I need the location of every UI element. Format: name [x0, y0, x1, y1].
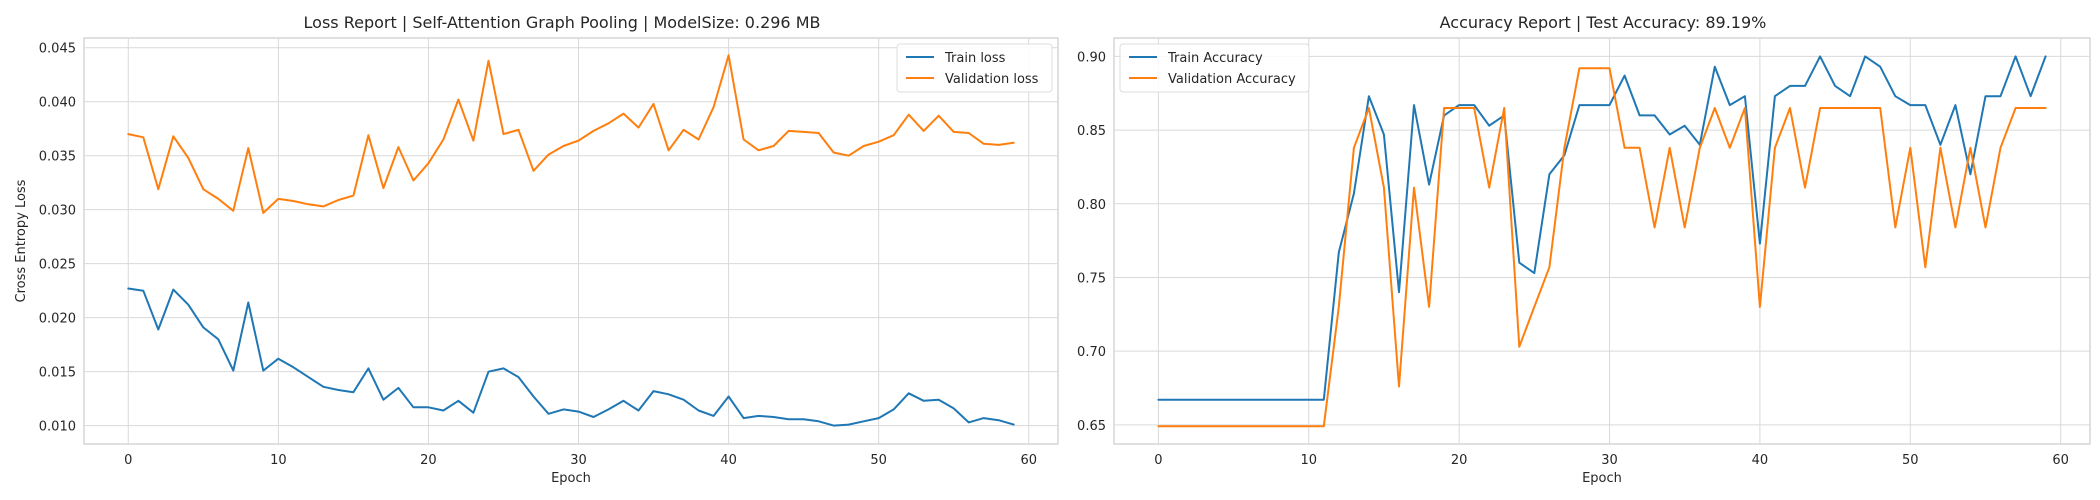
validation-accuracy-line [1157, 67, 2047, 428]
accuracy-x-tick-label: 0 [1154, 453, 1162, 468]
accuracy-y-tick-label: 0.80 [1077, 198, 1106, 213]
loss-y-tick-label: 0.040 [39, 96, 76, 111]
accuracy-legend: Train Accuracy Validation Accuracy [1119, 43, 1310, 93]
accuracy-y-tick-label: 0.85 [1077, 124, 1106, 139]
loss-y-tick-label: 0.010 [39, 420, 76, 435]
loss-x-tick-label: 20 [420, 453, 437, 468]
loss-plot-area [83, 37, 1059, 445]
legend-label-train-accuracy: Train Accuracy [1167, 51, 1263, 66]
accuracy-chart-title: Accuracy Report | Test Accuracy: 89.19% [1440, 13, 1767, 32]
loss-y-tick-label: 0.030 [39, 204, 76, 219]
legend-label-validation-loss: Validation loss [945, 72, 1039, 87]
loss-y-tick-label: 0.020 [39, 312, 76, 327]
validation-loss-line [127, 54, 1015, 214]
loss-x-axis-label: Epoch [551, 471, 591, 486]
accuracy-y-tick-label: 0.65 [1077, 419, 1106, 434]
accuracy-series-group [1157, 55, 2047, 428]
loss-x-tick-label: 50 [870, 453, 887, 468]
accuracy-gridlines [1114, 38, 2090, 444]
accuracy-chart-panel: Accuracy Report | Test Accuracy: 89.19% … [1077, 13, 2091, 486]
loss-legend-box [896, 43, 1053, 93]
loss-x-tick-label: 30 [570, 453, 587, 468]
accuracy-x-tick-label: 40 [1752, 453, 1769, 468]
loss-y-tick-label: 0.045 [39, 42, 76, 57]
loss-x-tick-label: 10 [270, 453, 287, 468]
accuracy-y-tick-label: 0.90 [1077, 50, 1106, 65]
loss-x-tick-label: 60 [1020, 453, 1037, 468]
loss-gridlines [84, 38, 1058, 444]
loss-x-tick-label: 0 [124, 453, 132, 468]
loss-y-tick-label: 0.025 [39, 258, 76, 273]
loss-chart-panel: Loss Report | Self-Attention Graph Pooli… [14, 13, 1059, 486]
train-accuracy-line [1157, 55, 2047, 401]
accuracy-plot-area [1113, 37, 2091, 445]
loss-chart-title: Loss Report | Self-Attention Graph Pooli… [304, 13, 821, 32]
train-loss-line [127, 287, 1015, 427]
accuracy-x-axis-label: Epoch [1582, 471, 1622, 486]
accuracy-x-tick-label: 30 [1601, 453, 1618, 468]
legend-label-train-loss: Train loss [944, 51, 1006, 66]
loss-y-axis-label: Cross Entropy Loss [14, 179, 29, 302]
accuracy-x-tick-label: 20 [1451, 453, 1468, 468]
loss-legend: Train loss Validation loss [896, 43, 1053, 93]
accuracy-legend-box [1119, 43, 1310, 93]
accuracy-y-tick-label: 0.70 [1077, 345, 1106, 360]
legend-label-validation-accuracy: Validation Accuracy [1168, 72, 1296, 87]
loss-tick-labels: 0 10 20 30 40 50 60 0.010 0.015 0.020 0.025 0.030 0.… [39, 42, 1037, 468]
loss-series-group [127, 54, 1015, 427]
accuracy-x-tick-label: 50 [1902, 453, 1919, 468]
loss-y-tick-label: 0.015 [39, 366, 76, 381]
accuracy-y-tick-label: 0.75 [1077, 271, 1106, 286]
accuracy-tick-labels: 0 10 20 30 40 50 60 0.65 0.70 0.75 0.80 0.85 0.90 [1077, 50, 2069, 468]
loss-y-tick-label: 0.035 [39, 150, 76, 165]
accuracy-x-tick-label: 10 [1300, 453, 1317, 468]
accuracy-x-tick-label: 60 [2052, 453, 2069, 468]
loss-x-tick-label: 40 [720, 453, 737, 468]
